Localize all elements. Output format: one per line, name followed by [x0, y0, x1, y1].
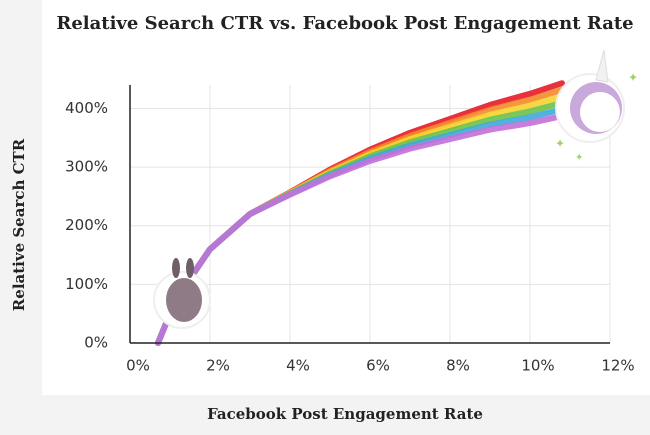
y-axis-label: Relative Search CTR: [10, 138, 28, 311]
y-tick-label: 300%: [65, 158, 108, 176]
chart-title: Relative Search CTR vs. Facebook Post En…: [56, 13, 633, 34]
x-tick-label: 6%: [366, 357, 390, 375]
svg-text:✦: ✦: [628, 71, 638, 85]
x-tick-label: 12%: [601, 357, 634, 375]
svg-text:✦: ✦: [555, 137, 565, 151]
y-tick-label: 100%: [65, 275, 108, 293]
x-tick-label: 2%: [206, 357, 230, 375]
x-tick-label: 8%: [446, 357, 470, 375]
y-tick-label: 200%: [65, 216, 108, 234]
y-tick-label: 0%: [84, 334, 108, 352]
y-label-strip: [0, 0, 42, 435]
x-tick-label: 4%: [286, 357, 310, 375]
y-tick-label: 400%: [65, 99, 108, 117]
x-label-strip: [42, 395, 650, 435]
x-tick-label: 10%: [521, 357, 554, 375]
x-tick-label: 0%: [126, 357, 150, 375]
svg-text:✦: ✦: [575, 153, 583, 164]
unicorn-icon: ✦ ✦ ✦: [555, 49, 638, 164]
donkey-icon: [153, 258, 211, 329]
x-axis-label: Facebook Post Engagement Rate: [207, 405, 483, 423]
